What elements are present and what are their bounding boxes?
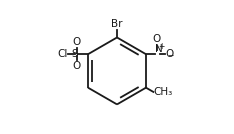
Text: S: S bbox=[71, 49, 78, 59]
Text: N: N bbox=[155, 44, 163, 54]
Text: Br: Br bbox=[111, 19, 123, 29]
Text: O: O bbox=[165, 49, 174, 59]
Text: −: − bbox=[168, 51, 174, 60]
Text: +: + bbox=[158, 42, 164, 51]
Text: O: O bbox=[73, 61, 81, 71]
Text: CH₃: CH₃ bbox=[154, 87, 173, 97]
Text: O: O bbox=[153, 34, 161, 44]
Text: Cl: Cl bbox=[58, 49, 68, 59]
Text: O: O bbox=[73, 37, 81, 47]
